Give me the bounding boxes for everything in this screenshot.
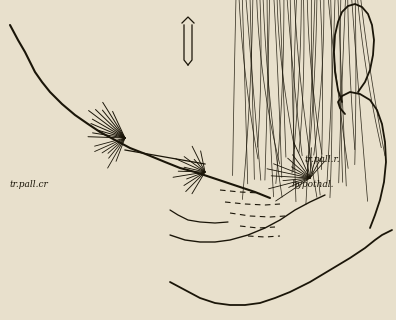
Text: tr.pall.r.: tr.pall.r.: [305, 155, 341, 164]
Text: tr.pall.cr: tr.pall.cr: [10, 180, 49, 189]
Text: hypothal.: hypothal.: [292, 180, 335, 189]
